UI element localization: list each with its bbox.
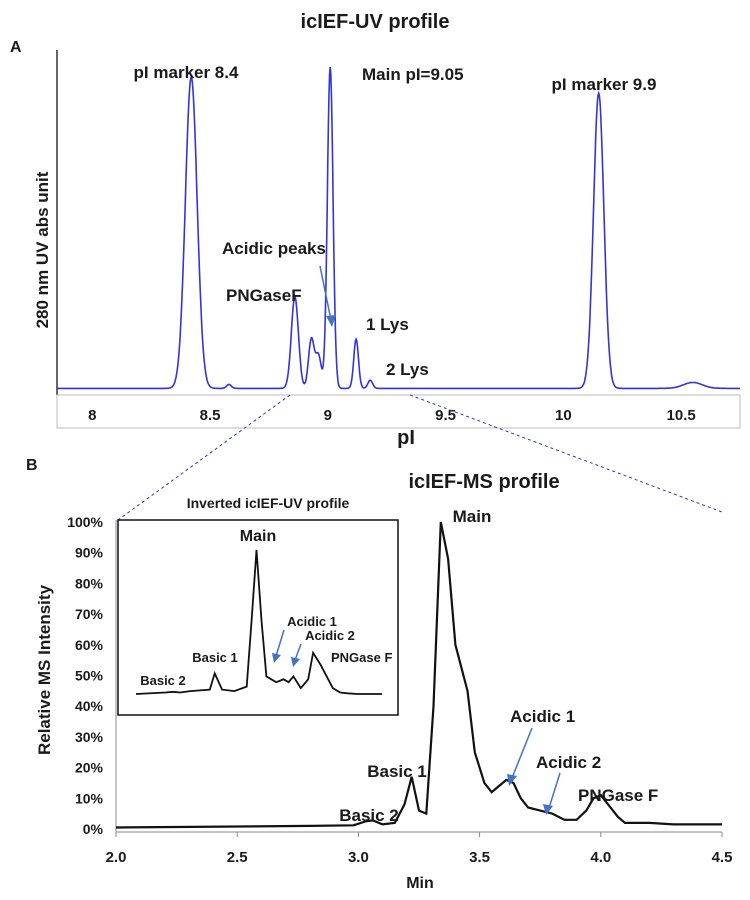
uv-trace-line (57, 66, 740, 390)
panel-b-y-tick-label: 0% (83, 821, 104, 837)
panel-a-x-tick-label: 10 (555, 407, 572, 424)
panel-b-y-tick-label: 90% (75, 545, 104, 561)
label-pi-marker-8-4: pI marker 8.4 (134, 63, 239, 82)
panel-b-y-tick-label: 100% (67, 514, 103, 530)
panel-b-xlabel: Min (406, 875, 434, 892)
panel-b-x-tick-label: 4.0 (590, 849, 611, 866)
panel-b-y-tick-label: 50% (75, 668, 104, 684)
panel-b-y-tick-label: 40% (75, 698, 104, 714)
ms-label-acidic-2: Acidic 2 (536, 753, 601, 772)
panel-b-y-tick-label: 20% (75, 760, 104, 776)
label-main-pi: Main pI=9.05 (362, 65, 464, 84)
ms-acidic-1-arrow (507, 727, 533, 786)
panel-b-x-tick-label: 3.0 (348, 849, 369, 866)
ms-acidic-2-arrow (543, 772, 561, 815)
panel-b-y-tick-label: 30% (75, 729, 104, 745)
inset-label-basic-2: Basic 2 (140, 673, 186, 688)
panel-b-x-tick-label: 4.5 (712, 849, 733, 866)
panel-a-x-tick-band (56, 394, 741, 429)
panel-b-y-tick-label: 70% (75, 606, 104, 622)
panel-b-y-tick-label: 60% (75, 637, 104, 653)
panel-b-x-tick-label: 2.0 (106, 849, 127, 866)
ms-label-main: Main (453, 507, 492, 526)
panel-a-x-tick-label: 9.5 (435, 407, 456, 424)
panel-a-x-ticks: 8 8.5 9 9.5 10 10.5 (88, 407, 696, 424)
ms-trace-line (115, 521, 722, 829)
inset-label-basic-1: Basic 1 (192, 650, 238, 665)
ms-label-basic-2: Basic 2 (339, 806, 399, 825)
ms-label-pngase-f: PNGase F (578, 786, 658, 805)
zoom-line-right (409, 394, 723, 513)
acidic-peaks-arrow (319, 265, 336, 327)
panel-b-y-tick-label: 80% (75, 575, 104, 591)
panel-a-x-tick-label: 9 (324, 407, 332, 424)
panel-a-title: icIEF-UV profile (301, 11, 450, 33)
panel-b-x-ticks: 2.0 2.5 3.0 3.5 4.0 4.5 (106, 832, 733, 866)
inset-label-pngase-f: PNGase F (331, 650, 392, 665)
panel-b-y-ticks: 0% 10% 20% 30% 40% 50% 60% 70% 80% 90% 100% (67, 514, 103, 837)
ms-label-acidic-1: Acidic 1 (510, 707, 575, 726)
inset-acidic-1-arrow (272, 629, 285, 663)
label-2-lys: 2 Lys (386, 360, 429, 379)
panel-b-title: icIEF-MS profile (408, 471, 559, 493)
panel-b-ylabel: Relative MS Intensity (35, 584, 54, 755)
ms-label-basic-1: Basic 1 (367, 762, 427, 781)
panel-b-y-tick-label: 10% (75, 790, 104, 806)
panel-b-letter: B (26, 457, 38, 474)
panel-a-ylabel: 280 nm UV abs unit (33, 171, 52, 328)
inset-acidic-2-arrow (291, 643, 302, 667)
panel-a-xlabel: pI (397, 427, 415, 449)
inset-label-acidic-1: Acidic 1 (287, 614, 337, 629)
panel-b-x-tick-label: 2.5 (227, 849, 248, 866)
label-pngasef: PNGaseF (226, 286, 302, 305)
panel-a-letter: A (10, 39, 22, 56)
label-acidic-peaks: Acidic peaks (222, 239, 326, 258)
panel-a-x-tick-label: 8.5 (200, 407, 221, 424)
label-1-lys: 1 Lys (366, 315, 409, 334)
inset-title: Inverted icIEF-UV profile (187, 495, 350, 511)
panel-b-x-tick-label: 3.5 (469, 849, 490, 866)
panel-a-x-tick-label: 10.5 (667, 407, 696, 424)
inset-box (117, 519, 399, 716)
inset-label-main: Main (240, 528, 276, 545)
label-pi-marker-9-9: pI marker 9.9 (552, 75, 657, 94)
inset-trace-line (135, 549, 382, 695)
inset-label-acidic-2: Acidic 2 (305, 628, 355, 643)
panel-a-x-tick-label: 8 (88, 407, 96, 424)
